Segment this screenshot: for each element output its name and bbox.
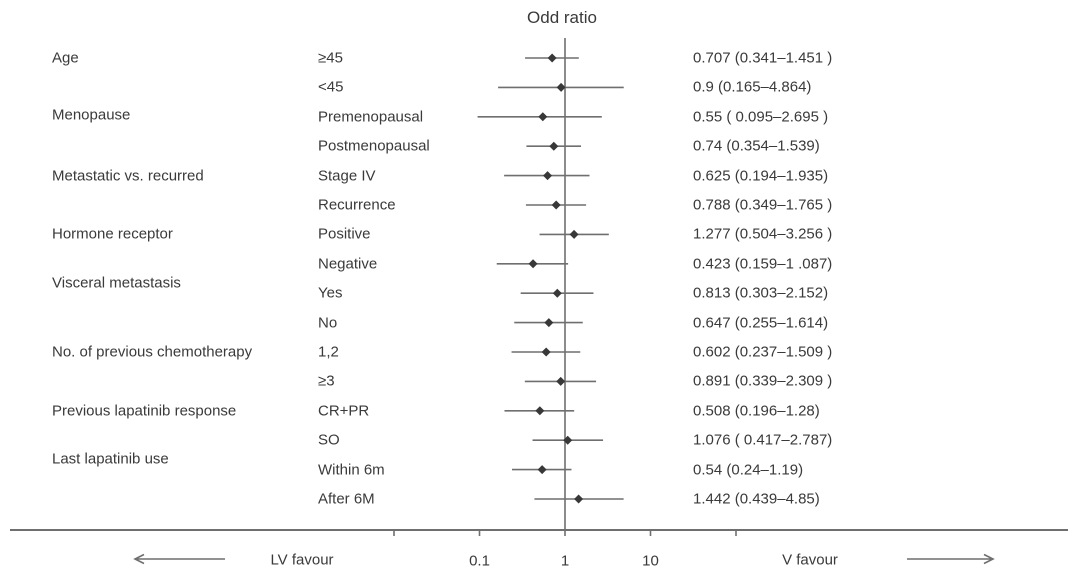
group-label: No. of previous chemotherapy [52, 343, 253, 361]
subgroup-label: Stage IV [318, 167, 376, 185]
or-ci-value: 0.9 (0.165–4.864) [693, 78, 812, 96]
lv-favour-label: LV favour [270, 551, 334, 569]
or-marker [552, 288, 562, 298]
or-ci-value: 0.508 (0.196–1.28) [693, 402, 820, 420]
subgroup-label: <45 [318, 78, 344, 96]
group-label: Metastatic vs. recurred [52, 167, 204, 185]
subgroup-label: 1,2 [318, 343, 339, 361]
group-label: Last lapatinib use [52, 450, 169, 468]
or-marker [556, 376, 566, 386]
or-marker [563, 435, 573, 445]
subgroup-label: Negative [318, 255, 378, 273]
or-marker [549, 141, 559, 151]
subgroup-label: No [318, 314, 338, 332]
or-marker [551, 200, 561, 210]
right-arrow-icon [907, 553, 995, 565]
left-arrow-icon [133, 553, 225, 565]
or-ci-value: 0.647 (0.255–1.614) [693, 314, 829, 332]
or-ci-value: 0.602 (0.237–1.509 ) [693, 343, 833, 361]
or-ci-value: 1.442 (0.439–4.85) [693, 490, 820, 508]
or-marker [544, 318, 554, 328]
or-ci-value: 0.625 (0.194–1.935) [693, 167, 829, 185]
or-marker [538, 112, 548, 122]
v-favour-label: V favour [782, 551, 838, 569]
or-ci-value: 0.55 ( 0.095–2.695 ) [693, 108, 829, 126]
subgroup-label: CR+PR [318, 402, 370, 420]
group-label: Hormone receptor [52, 225, 173, 243]
or-marker [574, 494, 584, 504]
or-marker [528, 259, 538, 269]
or-ci-value: 1.076 ( 0.417–2.787) [693, 431, 833, 449]
or-ci-value: 0.74 (0.354–1.539) [693, 137, 820, 155]
or-marker [547, 53, 557, 63]
subgroup-label: Recurrence [318, 196, 396, 214]
or-marker [537, 465, 547, 475]
group-label: Visceral metastasis [52, 274, 181, 292]
subgroup-label: Yes [318, 284, 343, 302]
or-ci-value: 0.788 (0.349–1.765 ) [693, 196, 833, 214]
subgroup-label: SO [318, 431, 340, 449]
or-marker [569, 229, 579, 239]
or-ci-value: 0.423 (0.159–1 .087) [693, 255, 833, 273]
group-label: Age [52, 49, 79, 67]
or-marker [535, 406, 545, 416]
x-axis-tick-label: 0.1 [469, 552, 490, 570]
subgroup-label: ≥3 [318, 372, 335, 390]
subgroup-label: Within 6m [318, 461, 385, 479]
or-ci-value: 0.891 (0.339–2.309 ) [693, 372, 833, 390]
subgroup-label: After 6M [318, 490, 375, 508]
or-marker [556, 82, 566, 92]
or-marker [543, 171, 553, 181]
or-ci-value: 0.707 (0.341–1.451 ) [693, 49, 833, 67]
subgroup-label: Premenopausal [318, 108, 424, 126]
x-axis-tick-label: 10 [642, 552, 659, 570]
or-ci-value: 0.813 (0.303–2.152) [693, 284, 829, 302]
or-marker [541, 347, 551, 357]
group-label: Previous lapatinib response [52, 402, 237, 420]
or-ci-value: 0.54 (0.24–1.19) [693, 461, 804, 479]
subgroup-label: ≥45 [318, 49, 343, 67]
subgroup-label: Postmenopausal [318, 137, 430, 155]
x-axis-tick-label: 1 [560, 552, 570, 570]
or-ci-value: 1.277 (0.504–3.256 ) [693, 225, 833, 243]
subgroup-label: Positive [318, 225, 371, 243]
group-label: Menopause [52, 106, 131, 124]
chart-title: Odd ratio [527, 8, 597, 27]
